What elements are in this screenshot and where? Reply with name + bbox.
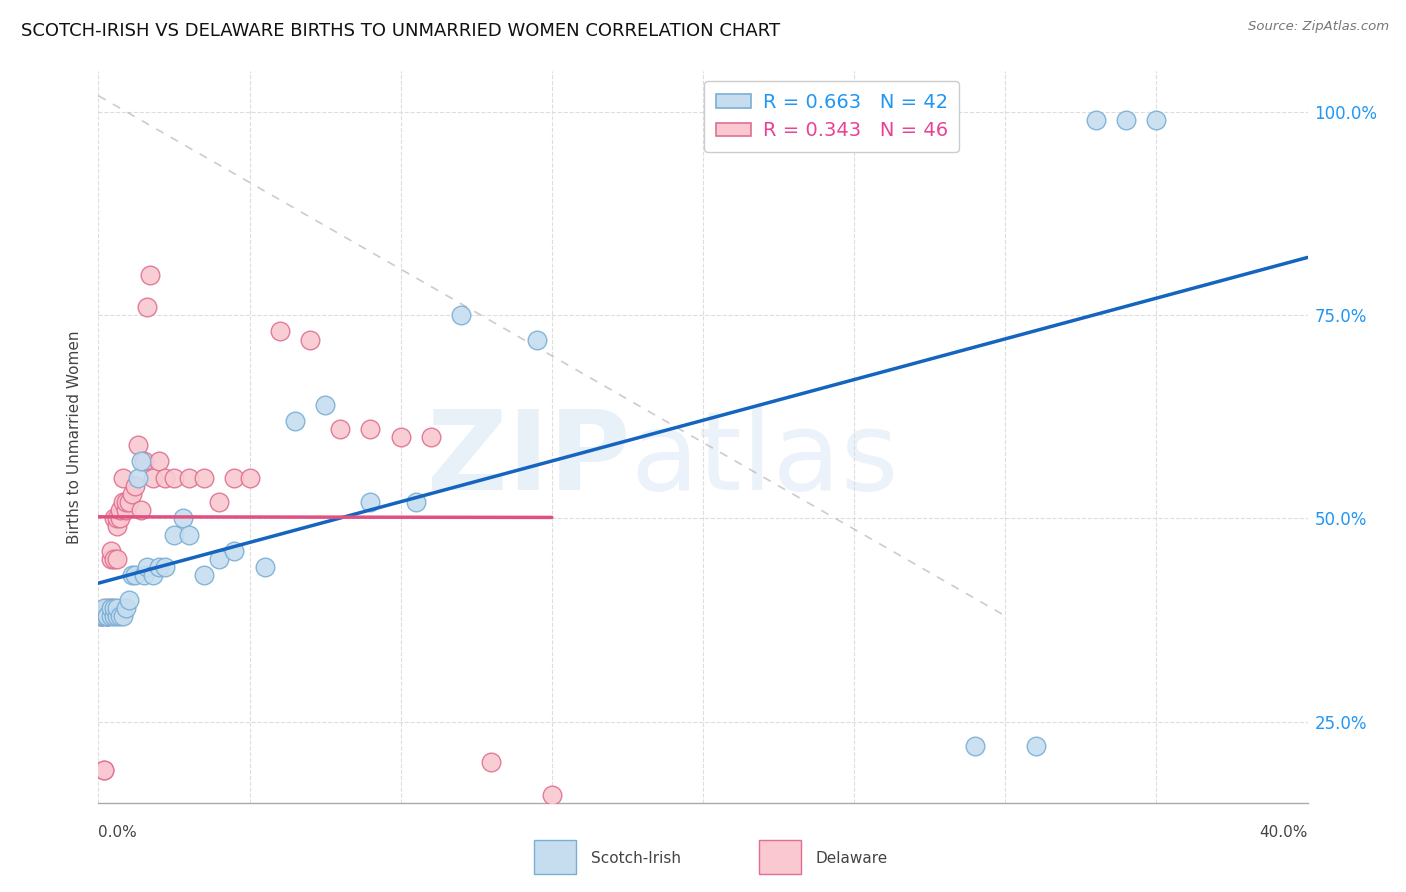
Point bbox=[163, 527, 186, 541]
Point bbox=[100, 544, 122, 558]
Point bbox=[1144, 113, 1167, 128]
Point bbox=[129, 454, 152, 468]
Point bbox=[224, 471, 246, 485]
Point bbox=[93, 764, 115, 778]
Point bbox=[142, 471, 165, 485]
Text: Source: ZipAtlas.com: Source: ZipAtlas.com bbox=[1249, 20, 1389, 33]
Point bbox=[148, 560, 170, 574]
Point bbox=[105, 519, 128, 533]
Y-axis label: Births to Unmarried Women: Births to Unmarried Women bbox=[67, 330, 83, 544]
Point bbox=[253, 560, 276, 574]
Text: Delaware: Delaware bbox=[815, 852, 887, 866]
Point bbox=[111, 495, 134, 509]
Point bbox=[389, 430, 412, 444]
Point bbox=[540, 788, 562, 802]
Point bbox=[124, 479, 146, 493]
Text: 0.0%: 0.0% bbox=[98, 825, 138, 840]
Point bbox=[208, 495, 231, 509]
Point bbox=[96, 608, 118, 623]
Point bbox=[108, 503, 131, 517]
Point bbox=[132, 568, 155, 582]
Point bbox=[105, 552, 128, 566]
Point bbox=[105, 511, 128, 525]
Point bbox=[135, 300, 157, 314]
Point bbox=[96, 608, 118, 623]
Point bbox=[208, 552, 231, 566]
Legend: R = 0.663   N = 42, R = 0.343   N = 46: R = 0.663 N = 42, R = 0.343 N = 46 bbox=[704, 81, 959, 153]
Point bbox=[114, 600, 136, 615]
Point bbox=[103, 608, 125, 623]
Point bbox=[121, 487, 143, 501]
Point bbox=[135, 560, 157, 574]
Point bbox=[103, 552, 125, 566]
Point bbox=[314, 398, 336, 412]
Point bbox=[1024, 739, 1046, 753]
Point bbox=[179, 527, 201, 541]
Text: 40.0%: 40.0% bbox=[1260, 825, 1308, 840]
Point bbox=[526, 333, 548, 347]
Point bbox=[420, 430, 443, 444]
Point bbox=[121, 568, 143, 582]
Point bbox=[118, 592, 141, 607]
Point bbox=[103, 511, 125, 525]
Point bbox=[405, 495, 427, 509]
Point bbox=[90, 608, 112, 623]
Point bbox=[1115, 113, 1137, 128]
Point bbox=[132, 454, 155, 468]
Point bbox=[193, 568, 215, 582]
Point bbox=[100, 600, 122, 615]
Point bbox=[239, 471, 262, 485]
Point bbox=[105, 600, 128, 615]
Point bbox=[153, 471, 176, 485]
Point bbox=[114, 495, 136, 509]
Point bbox=[93, 600, 115, 615]
Point bbox=[100, 552, 122, 566]
Point bbox=[142, 568, 165, 582]
Point bbox=[100, 608, 122, 623]
Point bbox=[111, 608, 134, 623]
Point bbox=[179, 471, 201, 485]
Text: atlas: atlas bbox=[630, 406, 898, 513]
Point bbox=[139, 268, 162, 282]
Point bbox=[96, 608, 118, 623]
Text: SCOTCH-IRISH VS DELAWARE BIRTHS TO UNMARRIED WOMEN CORRELATION CHART: SCOTCH-IRISH VS DELAWARE BIRTHS TO UNMAR… bbox=[21, 22, 780, 40]
Point bbox=[108, 608, 131, 623]
Point bbox=[127, 438, 149, 452]
Point bbox=[105, 608, 128, 623]
Point bbox=[111, 471, 134, 485]
Point bbox=[103, 600, 125, 615]
Point bbox=[360, 422, 382, 436]
Point bbox=[450, 308, 472, 322]
Point bbox=[96, 608, 118, 623]
Point bbox=[127, 471, 149, 485]
Point bbox=[100, 600, 122, 615]
Point bbox=[269, 325, 291, 339]
Point bbox=[360, 495, 382, 509]
Point bbox=[1085, 113, 1108, 128]
Point bbox=[93, 608, 115, 623]
Point bbox=[118, 495, 141, 509]
Point bbox=[163, 471, 186, 485]
Point bbox=[284, 414, 307, 428]
Point bbox=[224, 544, 246, 558]
Point bbox=[129, 503, 152, 517]
Point bbox=[148, 454, 170, 468]
Point bbox=[172, 511, 194, 525]
Point bbox=[90, 608, 112, 623]
Text: ZIP: ZIP bbox=[427, 406, 630, 513]
Point bbox=[481, 755, 503, 769]
Point bbox=[965, 739, 987, 753]
Point bbox=[90, 608, 112, 623]
Point bbox=[299, 333, 322, 347]
Point bbox=[153, 560, 176, 574]
Point bbox=[124, 568, 146, 582]
Point bbox=[329, 422, 352, 436]
Point bbox=[96, 600, 118, 615]
Point bbox=[108, 511, 131, 525]
Point bbox=[193, 471, 215, 485]
Point bbox=[93, 764, 115, 778]
Point bbox=[114, 503, 136, 517]
Text: Scotch-Irish: Scotch-Irish bbox=[591, 852, 681, 866]
